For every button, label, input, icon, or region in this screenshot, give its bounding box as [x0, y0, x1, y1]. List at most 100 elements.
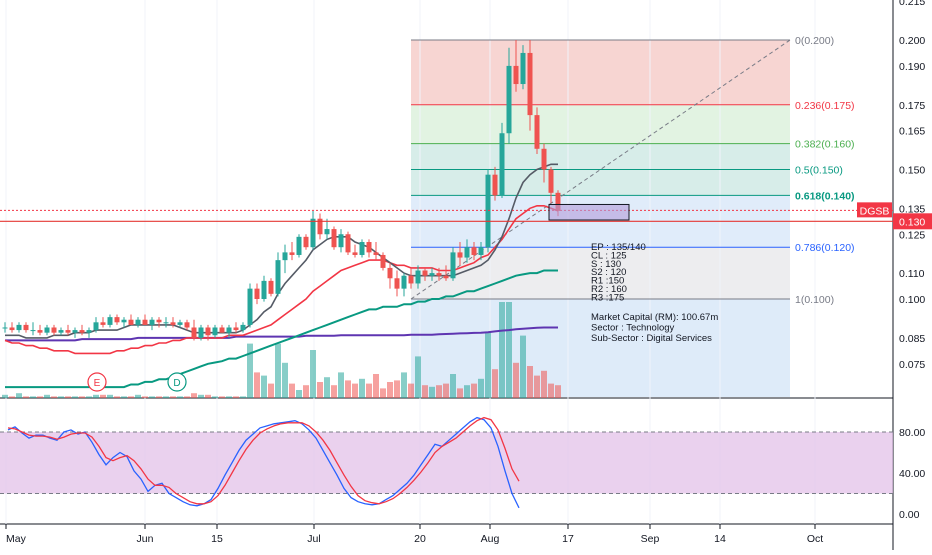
volume-bar-3 — [23, 396, 29, 398]
candle-body-49 — [345, 234, 351, 253]
volume-bar-28 — [198, 394, 204, 398]
fib-label-0.618: 0.618(0.140) — [795, 190, 855, 202]
candle-body-7 — [51, 327, 57, 333]
time-tick-4: 20 — [414, 533, 426, 545]
volume-bar-0 — [2, 394, 8, 398]
candle-body-68 — [478, 247, 484, 255]
price-axis[interactable]: 0.075 0.085 0.100 0.110 0.125 0.135 0.150 0.165… — [857, 0, 932, 521]
time-tick-8: 14 — [714, 533, 726, 545]
candle-body-45 — [317, 218, 323, 235]
candle-body-33 — [233, 327, 239, 331]
volume-bar-79 — [555, 385, 561, 398]
ema-fast-line — [4, 205, 559, 355]
time-tick-5: Aug — [481, 533, 500, 545]
volume-bar-36 — [254, 372, 260, 398]
fib-zone-extension — [411, 299, 790, 397]
fundamental-line-1: Sector : Technology — [591, 323, 675, 334]
volume-bar-34 — [240, 396, 246, 398]
volume-bar-65 — [457, 388, 463, 398]
volume-bar-31 — [219, 396, 225, 398]
candle-body-28 — [198, 327, 204, 338]
stoch-line-0 — [7, 416, 520, 509]
candle-body-40 — [282, 252, 288, 261]
entry-zone-box — [548, 203, 630, 221]
symbol-tag — [857, 202, 892, 218]
candle-body-58 — [408, 275, 414, 284]
volume-bar-29 — [205, 394, 211, 398]
volume-bar-54 — [380, 388, 386, 398]
candle-body-10 — [72, 330, 78, 333]
candle-body-35 — [247, 288, 253, 325]
price-tick-1: 0.085 — [899, 333, 925, 345]
candle-body-73 — [513, 65, 519, 85]
volume-bar-8 — [58, 396, 64, 398]
volume-bar-70 — [492, 369, 498, 398]
candle-body-62 — [436, 273, 442, 276]
candle-body-50 — [352, 252, 358, 255]
fib-zone-0 — [411, 40, 790, 105]
time-tick-9: Oct — [807, 533, 823, 545]
candle-body-13 — [93, 322, 99, 331]
volume-bar-45 — [317, 382, 323, 398]
volume-bar-58 — [408, 383, 414, 398]
volume-bar-42 — [296, 390, 302, 398]
fib-zone-1 — [411, 104, 790, 144]
time-tick-0: May — [6, 533, 27, 545]
candle-body-76 — [534, 115, 540, 149]
candle-body-15 — [107, 317, 113, 325]
candle-body-1 — [9, 327, 15, 331]
candle-body-57 — [401, 275, 407, 289]
volume-bar-9 — [65, 396, 71, 398]
volume-bar-60 — [422, 385, 428, 398]
volume-bar-52 — [366, 383, 372, 398]
last-price-tag — [893, 213, 932, 230]
price-tick-4: 0.125 — [899, 229, 925, 241]
candle-body-32 — [226, 327, 232, 333]
price-tick-5: 0.135 — [899, 203, 925, 215]
symbol-tag-label: DGSB — [860, 205, 890, 217]
price-tick-2: 0.100 — [899, 294, 925, 306]
event-marker-d — [167, 372, 187, 392]
volume-bar-73 — [513, 362, 519, 398]
time-axis[interactable]: May Jun 15 Jul 20 Aug 17 Sep 14 Oct — [5, 524, 823, 545]
last-price-label: 0.130 — [899, 216, 925, 228]
candle-body-64 — [450, 252, 456, 279]
candle-body-65 — [457, 252, 463, 258]
volume-bar-71 — [499, 302, 505, 398]
volume-bar-18 — [128, 396, 134, 398]
candle-body-55 — [387, 267, 393, 279]
price-tick-6: 0.150 — [899, 165, 925, 177]
time-tick-7: Sep — [641, 533, 660, 545]
volume-bar-2 — [16, 393, 22, 398]
volume-bar-75 — [527, 366, 533, 398]
candle-body-53 — [373, 252, 379, 255]
volume-bar-1 — [9, 396, 15, 398]
fib-label-0.236: 0.236(0.175) — [795, 100, 855, 112]
stoch-tick-2: 0.00 — [899, 509, 920, 521]
trade-plan-line-4: R1 :150 — [591, 276, 624, 287]
volume-bar-61 — [429, 386, 435, 398]
fib-zone-3 — [411, 169, 790, 196]
candle-body-24 — [170, 322, 176, 325]
fundamental-line-0: Market Capital (RM): 100.67m — [591, 312, 718, 323]
price-tick-8: 0.175 — [899, 100, 925, 112]
candle-body-16 — [114, 317, 120, 323]
volume-bar-12 — [86, 396, 92, 398]
volume-bar-24 — [170, 396, 176, 398]
volume-bar-21 — [149, 396, 155, 398]
volume-bar-44 — [310, 350, 316, 398]
candle-body-54 — [380, 254, 386, 268]
candle-body-34 — [240, 324, 246, 331]
time-tick-2: 15 — [211, 533, 223, 545]
candle-body-63 — [443, 275, 449, 279]
candle-body-70 — [492, 174, 498, 196]
volume-bar-66 — [464, 385, 470, 398]
candle-body-14 — [100, 322, 106, 325]
candle-body-74 — [520, 52, 526, 85]
time-tick-1: Jun — [137, 533, 154, 545]
volume-bar-46 — [324, 377, 330, 398]
volume-bar-19 — [135, 394, 141, 398]
volume-bar-78 — [548, 383, 554, 398]
